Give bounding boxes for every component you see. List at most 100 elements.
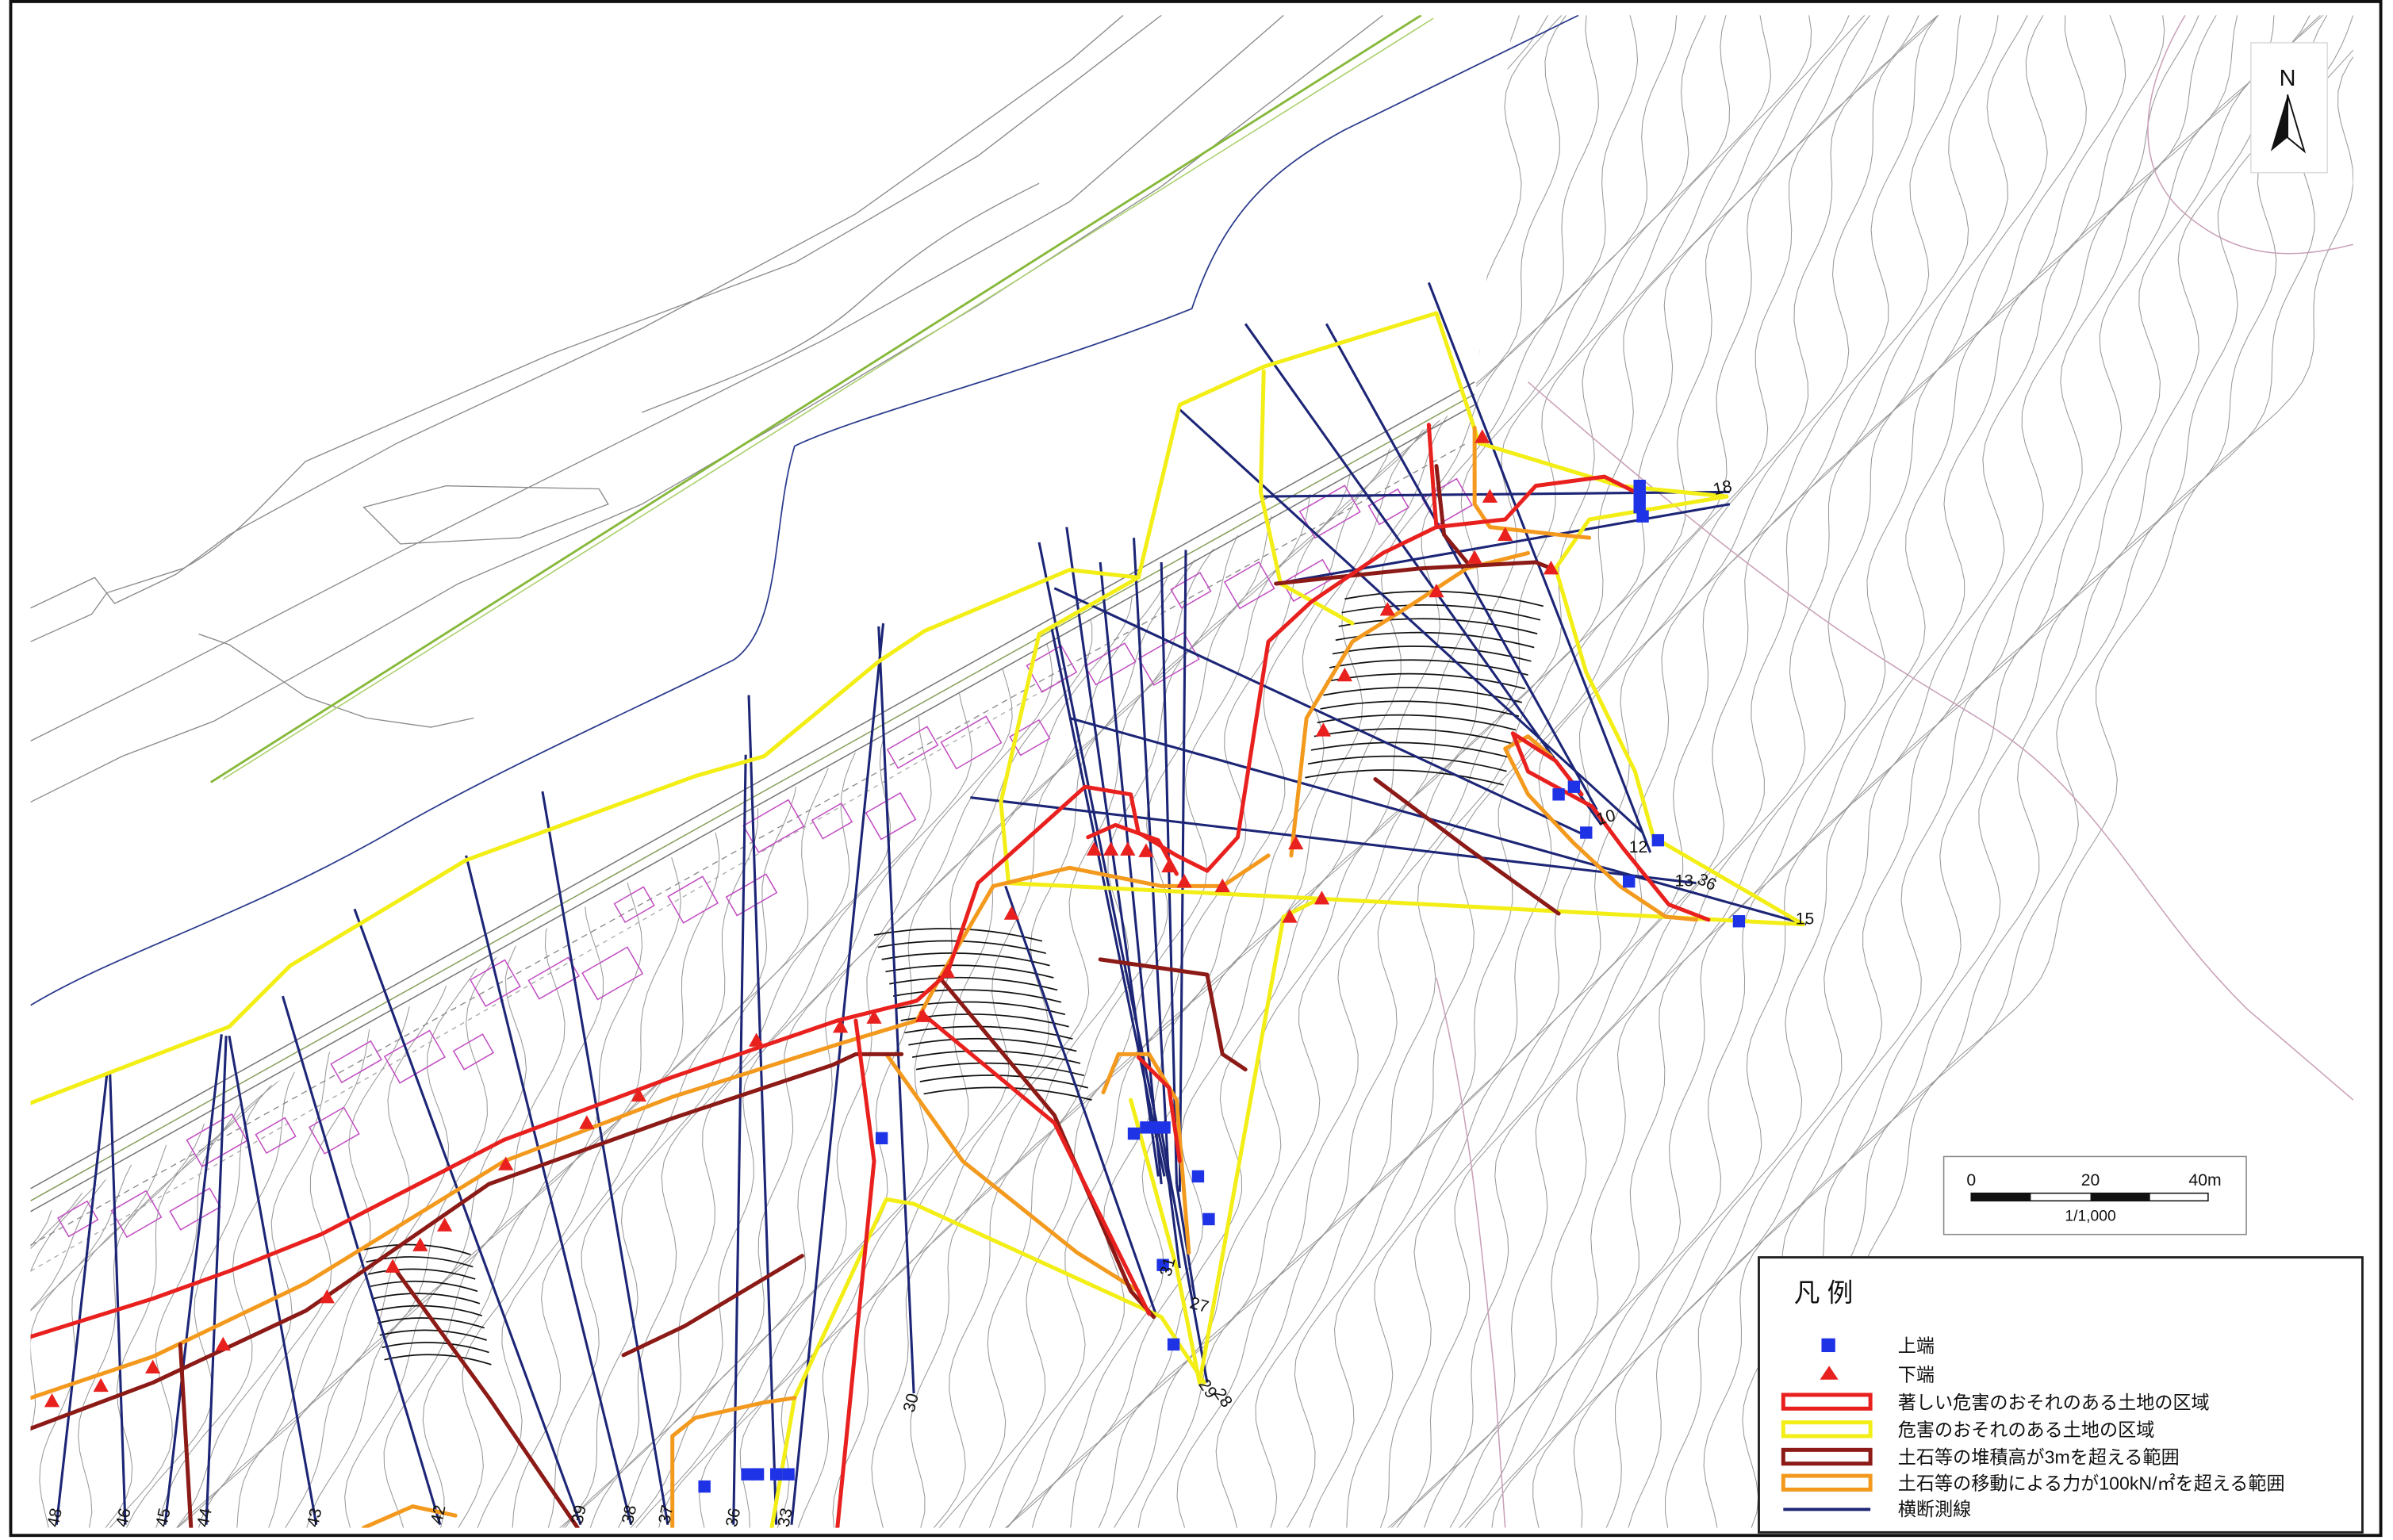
building-outline [470, 959, 521, 1008]
upper-end-marker [1567, 780, 1581, 793]
hazard-boundary-yellow [30, 568, 1141, 1105]
survey-label: 48 [44, 1507, 66, 1529]
legend: 凡 例 上端 下端 著しい危害のおそれのある土地の区域 危害のおそれのある土地の… [1758, 1256, 2364, 1534]
survey-line [281, 995, 442, 1526]
cliff-hachure [1341, 604, 1541, 621]
lower-end-marker [1467, 550, 1482, 564]
lower-end-marker [1429, 583, 1444, 598]
survey-line [1179, 408, 1644, 834]
legend-label-hazard-zone: 危害のおそれのある土地の区域 [1898, 1419, 2155, 1440]
upper-end-marker [1651, 833, 1665, 847]
contour-line [1598, 15, 2276, 1528]
legend-force-swatch [1781, 1473, 1873, 1492]
upper-end-marker [1580, 826, 1593, 839]
lower-end-marker [832, 1019, 849, 1033]
deposit-boundary-darkred [392, 1266, 580, 1528]
survey-line [205, 1036, 228, 1525]
lower-end-marker [1313, 891, 1330, 905]
upper-end-marker [1636, 510, 1649, 523]
contour-line [1371, 15, 1954, 1528]
lower-end-marker [1103, 841, 1119, 856]
levee-green-line [222, 17, 1434, 780]
lower-end-marker [385, 1258, 401, 1273]
deposit-boundary-darkred [30, 1052, 904, 1431]
building-outline [886, 726, 939, 769]
contour-line [1625, 15, 2315, 1528]
legend-title: 凡 例 [1794, 1278, 1854, 1307]
lower-end-marker [1288, 835, 1304, 850]
lower-end-marker [436, 1217, 453, 1232]
north-arrow-icon [2270, 94, 2288, 151]
legend-lower-end-icon [1820, 1366, 1839, 1380]
scale-tick-20: 20 [2081, 1171, 2100, 1189]
building-outline [186, 1113, 248, 1168]
scale-bar-segment [2090, 1193, 2150, 1201]
survey-line [1427, 282, 1652, 853]
contour-line [1306, 15, 1951, 1528]
survey-line [163, 1034, 223, 1525]
river-line [30, 15, 1124, 609]
contour-line [1373, 15, 1966, 1528]
contour-line [1089, 15, 1772, 1528]
legend-severe-zone-swatch [1781, 1393, 1873, 1411]
force-boundary-orange [670, 1396, 797, 1528]
legend-deposit-swatch [1781, 1447, 1873, 1466]
cliff-hachure [915, 1062, 1085, 1077]
cliff-hachure [374, 1304, 483, 1317]
building-outline [865, 791, 917, 841]
river-line [30, 15, 1383, 803]
cliff-hachure [919, 1075, 1088, 1089]
lower-end-marker [1315, 722, 1332, 737]
cliff-hachure [1332, 645, 1532, 662]
lower-end-marker [1282, 909, 1298, 923]
lower-end-marker [939, 963, 956, 979]
scale-tick-0: 0 [1966, 1171, 1976, 1189]
contour-line [1137, 15, 1853, 1528]
cliff-hachure [1317, 714, 1517, 731]
river-boundary-line [30, 15, 1579, 1006]
survey-label: 27 [1188, 1294, 1211, 1316]
building-outline [940, 715, 1003, 770]
upper-end-marker [875, 1132, 888, 1145]
building-outline [742, 799, 805, 853]
lower-end-marker [915, 1008, 931, 1022]
hazard-boundary-yellow [911, 1201, 1206, 1385]
lower-end-marker [44, 1393, 60, 1408]
upper-end-marker [1552, 788, 1565, 801]
cliff-hachure [368, 1268, 476, 1280]
survey-label: 45 [152, 1507, 174, 1529]
contour-line [1344, 15, 1957, 1528]
north-arrow: N [2250, 42, 2328, 174]
levee-green-line [210, 15, 1422, 783]
cliff-hachure [1344, 590, 1544, 607]
upper-end-marker [1732, 915, 1746, 928]
ridge-line [2147, 15, 2353, 255]
contour-line [1388, 15, 2034, 1528]
lower-end-marker [1379, 602, 1395, 616]
legend-hazard-zone-swatch [1781, 1420, 1873, 1438]
road-edge-line [30, 442, 1467, 1246]
contour-line [1067, 15, 1733, 1528]
survey-line [1160, 1130, 1209, 1383]
lower-end-marker [1176, 874, 1192, 888]
cliff-hachure [1320, 700, 1520, 718]
contour-line [1438, 15, 2087, 1528]
lower-end-marker [1482, 488, 1498, 503]
building-outline [1282, 558, 1334, 603]
lower-end-marker [579, 1115, 595, 1129]
river-line [30, 15, 1284, 741]
cliff-hachure [885, 964, 1054, 979]
contour-line [1176, 15, 1877, 1528]
scale-ratio: 1/1,000 [2065, 1208, 2115, 1224]
survey-label: 42 [428, 1504, 449, 1526]
scale-bar: 0 20 40m 1/1,000 [1942, 1155, 2247, 1235]
survey-label: 12 [1629, 838, 1648, 856]
cliff-hachure [889, 976, 1058, 991]
scale-bar-segment [1971, 1193, 2031, 1201]
survey-line [1275, 503, 1731, 585]
legend-upper-end-icon [1821, 1338, 1835, 1353]
lower-end-marker [1498, 527, 1513, 542]
contour-line [991, 15, 1599, 1528]
ridge-line [1528, 381, 2353, 1101]
legend-label-severe-zone: 著しい危害のおそれのある土地の区域 [1898, 1392, 2210, 1412]
